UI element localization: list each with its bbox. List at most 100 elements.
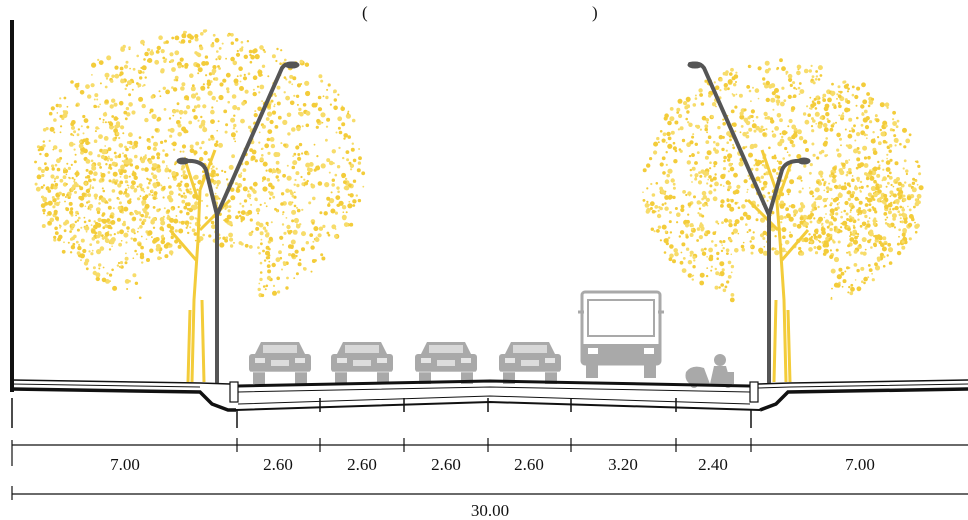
foliage-dot [165,165,168,167]
foliage-dot [47,211,52,216]
foliage-dot [822,225,824,227]
foliage-dot [122,152,124,155]
foliage-dot [898,213,902,217]
foliage-dot [194,217,197,220]
foliage-dot [903,159,907,163]
foliage-dot [104,238,110,244]
foliage-dot [286,224,291,230]
foliage-dot [127,199,132,205]
foliage-dot [221,42,224,45]
foliage-dot [320,79,324,83]
total-width-label: 30.00 [471,501,509,520]
foliage-dot [301,152,304,155]
car-icon [248,341,312,385]
foliage-dot [842,279,847,284]
foliage-dot [916,193,922,199]
foliage-dot [240,220,243,223]
foliage-dot [812,119,816,123]
foliage-dot [273,105,276,108]
foliage-dot [216,184,219,187]
foliage-dot [706,150,712,156]
foliage-dot [884,222,888,225]
foliage-dot [889,249,892,252]
foliage-dot [893,178,899,184]
foliage-dot [709,254,714,259]
foliage-dot [817,234,822,239]
foliage-dot [894,205,899,211]
foliage-dot [100,172,102,174]
foliage-dot [86,175,91,179]
foliage-dot [701,214,705,218]
foliage-dot [885,160,891,165]
foliage-dot [74,153,77,156]
foliage-dot [87,207,90,210]
foliage-dot [745,223,748,226]
foliage-dot [884,204,889,210]
foliage-dot [669,211,672,214]
foliage-dot [66,162,69,165]
foliage-dot [807,113,811,117]
foliage-dot [179,210,183,214]
foliage-dot [336,204,340,207]
foliage-dot [307,171,311,176]
foliage-dot [112,171,118,177]
foliage-dot [120,46,124,49]
foliage-dot [202,233,205,237]
foliage-dot [892,110,896,115]
foliage-dot [154,59,160,65]
foliage-dot [886,153,889,156]
foliage-dot [59,131,62,134]
foliage-dot [138,136,142,139]
foliage-dot [826,233,831,238]
foliage-dot [792,132,798,138]
foliage-dot [80,259,82,261]
foliage-dot [887,223,891,228]
foliage-dot [722,122,726,126]
foliage-dot [163,243,169,249]
foliage-dot [185,188,189,192]
foliage-dot [139,218,142,222]
foliage-dot [787,136,792,141]
foliage-dot [763,246,766,248]
foliage-dot [747,64,752,69]
foliage-dot [82,138,87,143]
foliage-dot [838,192,842,195]
foliage-dot [742,211,748,217]
foliage-dot [824,154,828,158]
foliage-dot [827,119,831,124]
foliage-dot [193,150,198,155]
foliage-dot [783,99,787,102]
foliage-dot [680,251,683,254]
foliage-dot [838,267,843,272]
foliage-dot [174,50,180,56]
foliage-dot [666,173,670,178]
foliage-dot [51,164,55,168]
foliage-dot [78,216,81,220]
foliage-dot [787,193,790,196]
foliage-dot [71,236,75,241]
foliage-dot [860,104,865,109]
foliage-dot [288,253,292,257]
foliage-dot [42,140,45,143]
foliage-dot [893,123,896,126]
foliage-dot [310,184,316,189]
foliage-dot [649,201,655,207]
foliage-dot [664,230,668,233]
foliage-dot [750,100,752,103]
foliage-dot [313,226,319,232]
foliage-dot [122,132,125,135]
foliage-dot [257,246,260,249]
foliage-dot [861,237,867,243]
foliage-dot [844,182,847,185]
foliage-dot [823,189,826,192]
foliage-dot [814,251,819,255]
foliage-dot [142,71,145,74]
foliage-dot [860,185,864,189]
foliage-dot [98,263,102,267]
foliage-dot [52,145,58,150]
foliage-dot [132,67,136,71]
foliage-dot [140,158,145,164]
foliage-dot [102,121,105,124]
foliage-dot [855,166,859,170]
foliage-dot [845,212,849,216]
